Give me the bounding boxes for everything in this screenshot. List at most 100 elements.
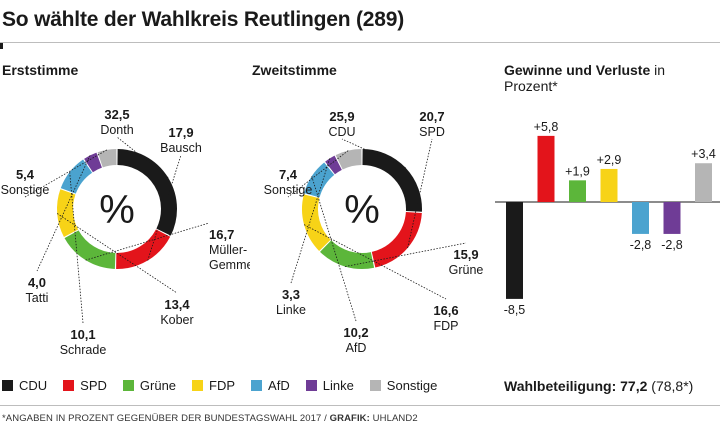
bar-linke: [663, 202, 681, 234]
bar-label-gruene: +1,9: [565, 164, 590, 178]
bar-spd: [537, 135, 555, 202]
value-label-gruene: 15,9: [453, 247, 478, 262]
bar-label-linke: -2,8: [661, 238, 683, 252]
legend-item-spd: SPD: [63, 378, 107, 393]
name-label-gruene-2: Gemmeke: [209, 258, 250, 272]
value-label-fdp: 13,4: [164, 297, 190, 312]
bar-label-afd: -2,8: [630, 238, 652, 252]
bar-gruene: [569, 180, 586, 202]
bar-label-cdu: -8,5: [504, 303, 526, 317]
zweitstimme-title: Zweitstimme: [252, 62, 337, 78]
value-label-gruene: 16,7: [209, 227, 234, 242]
name-label-linke: Tatti: [26, 291, 49, 305]
slice-linke: [84, 152, 103, 173]
center-percent-label: %: [344, 188, 380, 232]
center-percent-label: %: [99, 188, 135, 232]
bar-cdu: [506, 202, 523, 299]
leader-line-spd: [407, 138, 433, 249]
slice-afd: [60, 159, 93, 195]
legend-swatch-cdu: [2, 380, 13, 391]
bar-label-fdp: +2,9: [597, 153, 622, 167]
legend-swatch-linke: [305, 380, 317, 391]
turnout-value: 77,2: [620, 378, 648, 394]
leader-line-cdu: [116, 136, 169, 178]
legend-label-gruene: Grüne: [139, 378, 177, 393]
value-label-fdp: 16,6: [433, 303, 458, 318]
changes-bar-chart: -8,5 +5,8 +1,9 +2,9 -2,8 -2,8 +3,4: [495, 120, 720, 317]
value-label-afd: 10,1: [70, 327, 95, 342]
value-label-cdu: 32,5: [104, 107, 129, 122]
legend-label-sonstige: Sonstige: [386, 378, 438, 393]
name-label-cdu: CDU: [328, 125, 355, 139]
bar-label-spd: +5,8: [534, 120, 559, 134]
slice-fdp: [302, 194, 331, 251]
legend-item-gruene: Grüne: [122, 378, 177, 393]
name-label-afd: AfD: [346, 341, 367, 355]
leader-line-afd: [311, 176, 357, 322]
footnote-divider: [0, 405, 720, 406]
name-label-gruene: Grüne: [449, 263, 484, 277]
leader-line-gruene: [345, 242, 467, 267]
leader-line-spd: [147, 154, 182, 261]
legend-swatch-gruene: [122, 380, 134, 391]
legend-swatch-spd: [63, 380, 75, 391]
name-label-sonstige: Sonstige: [264, 183, 313, 197]
legend-swatch-sonstige: [369, 380, 381, 391]
name-label-spd: Bausch: [160, 141, 202, 155]
name-label-fdp: FDP: [434, 319, 459, 333]
legend-label-cdu: CDU: [19, 378, 48, 393]
turnout: Wahlbeteiligung: 77,2 (78,8*): [504, 378, 693, 394]
leader-line-linke: [36, 155, 91, 272]
slice-cdu: [117, 149, 177, 236]
changes-title-main: Gewinne und Verluste: [504, 62, 651, 78]
bar-sonstige: [695, 163, 712, 202]
slice-spd: [115, 229, 171, 269]
value-label-cdu: 25,9: [329, 109, 354, 124]
value-label-spd: 17,9: [168, 125, 193, 140]
legend-label-afd: AfD: [268, 378, 290, 393]
slice-cdu: [362, 149, 422, 212]
legend-label-fdp: FDP: [209, 378, 236, 393]
slice-fdp: [57, 189, 79, 238]
legend: CDU SPD Grüne FDP AfD Linke Sonstige: [2, 378, 453, 393]
changes-title-suffix: in Prozent*: [504, 62, 666, 94]
slice-afd: [304, 162, 335, 198]
slice-gruene: [64, 230, 116, 269]
leader-line-fdp: [56, 213, 178, 294]
slice-sonstige: [97, 149, 117, 168]
name-label-spd: SPD: [419, 125, 445, 139]
legend-item-linke: Linke: [305, 378, 354, 393]
footnote-credit: UHLAND2: [372, 413, 418, 424]
legend-item-sonstige: Sonstige: [369, 378, 438, 393]
value-label-linke: 4,0: [28, 275, 46, 290]
legend-item-fdp: FDP: [192, 378, 235, 393]
leader-line-cdu: [341, 138, 406, 169]
turnout-label: Wahlbeteiligung:: [504, 378, 617, 394]
legend-swatch-fdp: [192, 380, 204, 391]
value-label-sonstige: 5,4: [16, 167, 35, 182]
leader-line-afd: [69, 172, 84, 324]
footnote: *ANGABEN IN PROZENT GEGENÜBER DER BUNDES…: [2, 413, 418, 424]
value-label-spd: 20,7: [419, 109, 444, 124]
legend-item-cdu: CDU: [2, 378, 47, 393]
name-label-fdp: Kober: [160, 313, 193, 327]
slice-gruene: [320, 240, 375, 269]
leader-line-fdp: [303, 224, 447, 300]
leader-line-sonstige: [287, 150, 349, 198]
leader-line-sonstige: [24, 149, 108, 198]
slice-linke: [325, 155, 343, 175]
name-label-gruene: Müller-: [209, 243, 247, 257]
turnout-previous: (78,8*): [651, 378, 694, 394]
title-divider: [0, 42, 720, 43]
value-label-afd: 10,2: [343, 325, 368, 340]
erststimme-title: Erststimme: [2, 62, 79, 78]
legend-label-spd: SPD: [80, 378, 107, 393]
legend-label-linke: Linke: [322, 378, 354, 393]
name-label-linke: Linke: [276, 303, 306, 317]
name-label-afd: Schrade: [60, 343, 107, 357]
title-accent: [0, 43, 3, 49]
changes-title: Gewinne und Verluste in Prozent*: [504, 62, 720, 94]
bar-fdp: [600, 168, 618, 202]
